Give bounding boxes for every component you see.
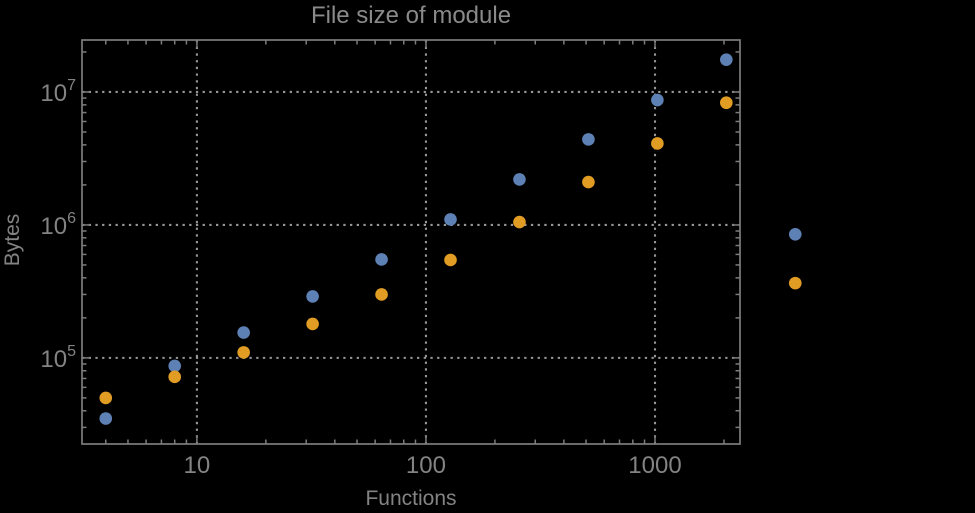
- x-tick-label: 100: [406, 452, 446, 479]
- y-tick-label: 107: [40, 77, 76, 107]
- y-axis-label: Bytes: [1, 213, 24, 267]
- data-point-orange: [168, 370, 182, 384]
- data-point-blue: [168, 359, 182, 373]
- data-point-orange: [99, 391, 113, 405]
- chart-title: File size of module: [310, 2, 512, 29]
- data-point-orange: [375, 288, 388, 301]
- data-point-blue: [306, 290, 319, 303]
- y-tick-label: 106: [40, 210, 76, 240]
- x-axis-label: Functions: [365, 487, 457, 510]
- data-point-orange: [513, 215, 526, 229]
- data-point-blue: [788, 228, 802, 241]
- data-point-orange: [788, 276, 802, 290]
- data-point-blue: [513, 173, 526, 186]
- data-point-blue: [582, 133, 595, 146]
- x-tick-label: 1000: [628, 452, 681, 479]
- data-point-orange: [306, 317, 319, 331]
- data-point-orange: [444, 253, 457, 267]
- x-tick-label: 10: [184, 452, 211, 479]
- data-point-orange: [237, 346, 250, 359]
- data-point-blue: [237, 326, 250, 339]
- data-point-blue: [720, 53, 733, 66]
- data-point-blue: [444, 213, 457, 226]
- data-point-blue: [99, 412, 113, 425]
- y-tick-label: 105: [40, 343, 76, 373]
- data-point-blue: [651, 93, 664, 107]
- data-point-orange: [720, 96, 733, 110]
- plot-frame: [81, 39, 741, 445]
- data-point-orange: [582, 175, 595, 189]
- data-point-blue: [375, 253, 388, 266]
- data-point-orange: [651, 137, 664, 150]
